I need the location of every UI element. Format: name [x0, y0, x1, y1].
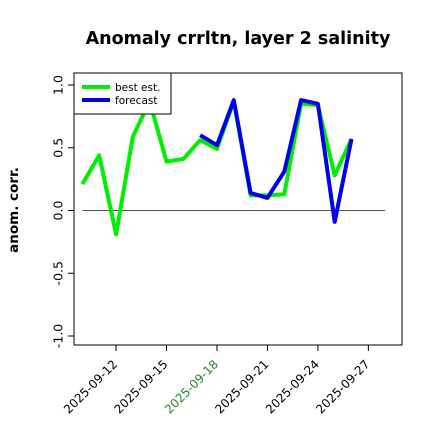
x-tick-label: 2025-09-27 — [313, 357, 372, 416]
y-axis: -1.0 -0.5 0.0 0.5 1.0 — [50, 75, 74, 348]
series-line-forecast — [199, 98, 354, 224]
legend-label-best-est: best est. — [115, 82, 160, 94]
y-tick-label: 1.0 — [50, 75, 65, 95]
y-tick-label: 0.0 — [50, 201, 65, 221]
legend: best est. forecast — [73, 72, 172, 115]
legend-box — [73, 72, 172, 115]
series-layer — [80, 98, 354, 237]
chart-title: Anomaly crrltn, layer 2 salinity — [86, 29, 391, 49]
legend-label-forecast: forecast — [115, 95, 157, 107]
y-tick-label: -0.5 — [50, 261, 65, 285]
y-axis-label: anom. corr. — [6, 167, 22, 253]
y-tick-label: 0.5 — [50, 138, 65, 158]
y-tick-label: -1.0 — [50, 324, 65, 348]
plot-frame — [73, 72, 403, 346]
x-axis: 2025-09-122025-09-152025-09-182025-09-21… — [61, 345, 372, 416]
series-line-best-est — [80, 99, 354, 237]
